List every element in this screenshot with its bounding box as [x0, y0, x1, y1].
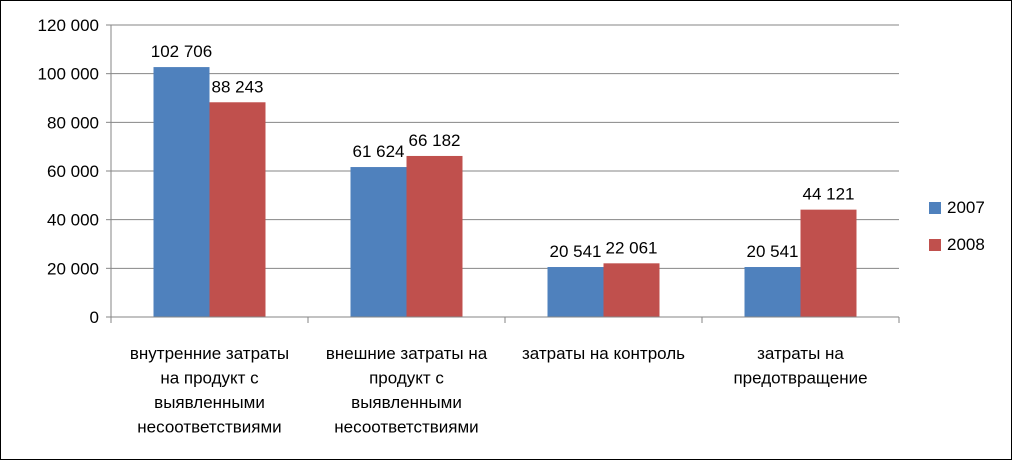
category-label-line: несоответствиями: [137, 418, 281, 437]
bar-2008: [800, 209, 857, 317]
category-label-line: на продукт с: [160, 369, 259, 388]
y-tick-label: 20 000: [47, 259, 99, 278]
y-tick-label: 80 000: [47, 113, 99, 132]
bar-2007: [547, 267, 604, 317]
data-label-2007: 20 541: [550, 242, 602, 261]
y-tick-label: 40 000: [47, 211, 99, 230]
category-label: внутренние затраты на продукт с выявленным…: [130, 344, 289, 437]
data-label-2007: 102 706: [151, 42, 212, 61]
category-labels: внутренние затраты на продукт с выявленным…: [130, 344, 868, 437]
bar-2008: [406, 155, 463, 317]
legend-label-2008: 2008: [947, 235, 985, 254]
category-label-line: предотвращение: [733, 369, 867, 388]
bar-2008: [209, 102, 266, 318]
category-label-line: несоответствиями: [334, 418, 478, 437]
bars: [153, 67, 857, 318]
axes: [106, 24, 900, 323]
y-tick-labels: 0 20 000 40 000 60 000 80 000 100 000 120 000: [38, 16, 99, 327]
data-label-2008: 44 121: [803, 185, 855, 204]
bar-2007: [350, 167, 407, 317]
y-tick-label: 100 000: [38, 65, 99, 84]
category-label-line: продукт с: [369, 369, 444, 388]
legend-swatch-2007: [929, 202, 941, 214]
legend-label-2007: 2007: [947, 198, 985, 217]
category-label-line: внутренние затраты: [130, 344, 289, 363]
category-label: внешние затраты на продукт с выявленными не…: [326, 344, 488, 437]
bar-2008: [603, 263, 660, 317]
category-label: затраты на предотвращение: [733, 344, 867, 388]
category-label-line: выявленными: [351, 393, 462, 412]
data-label-2007: 20 541: [747, 242, 799, 261]
bar-2007: [744, 267, 801, 317]
category-label-line: затраты на: [757, 344, 844, 363]
y-tick-label: 120 000: [38, 16, 99, 35]
category-label-line: выявленными: [154, 393, 265, 412]
data-label-2007: 61 624: [353, 142, 405, 161]
data-label-2008: 88 243: [212, 77, 264, 96]
data-label-2008: 66 182: [409, 131, 461, 150]
bar-2007: [153, 67, 210, 318]
category-label: затраты на контроль: [522, 344, 685, 363]
legend-swatch-2008: [929, 239, 941, 251]
legend: 2007 2008: [929, 198, 985, 254]
category-label-line: затраты на контроль: [522, 344, 685, 363]
category-label-line: внешние затраты на: [326, 344, 488, 363]
y-tick-label: 0: [90, 308, 99, 327]
data-label-2008: 22 061: [606, 238, 658, 257]
y-tick-label: 60 000: [47, 162, 99, 181]
